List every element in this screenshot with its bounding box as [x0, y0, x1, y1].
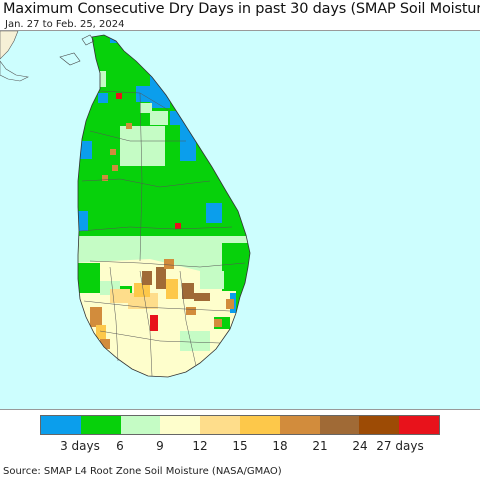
color-legend: [40, 415, 440, 435]
sri-lanka-map: [0, 31, 251, 378]
legend-swatch-2: [120, 416, 161, 434]
india-coast-outline: [0, 60, 29, 82]
source-note: Source: SMAP L4 Root Zone Soil Moisture …: [3, 466, 282, 477]
district-boundaries: [79, 90, 246, 377]
legend-tick-label: 12: [192, 439, 208, 453]
map-subtitle: Jan. 27 to Feb. 25, 2024: [5, 19, 125, 30]
legend-tick-label: 15: [232, 439, 248, 453]
legend-tick-label: 3 days: [60, 439, 100, 453]
map-panel: [0, 30, 480, 410]
legend-tick-label: 9: [156, 439, 164, 453]
island-outline: [77, 34, 251, 378]
legend-tick-label: 21: [312, 439, 328, 453]
legend-tick-label: 18: [272, 439, 288, 453]
legend-swatch-1: [80, 416, 121, 434]
legend-tick-label: 24: [352, 439, 368, 453]
legend-swatch-3: [160, 416, 201, 434]
legend-swatch-9: [399, 416, 439, 434]
dry-days-raster: [78, 35, 250, 351]
legend-swatch-5: [239, 416, 280, 434]
legend-swatch-7: [319, 416, 360, 434]
legend-tick-label: 27 days: [376, 439, 424, 453]
legend-tick-label: 6: [116, 439, 124, 453]
legend-swatch-4: [200, 416, 240, 434]
legend-swatch-8: [359, 416, 400, 434]
india-coast: [0, 31, 19, 60]
jaffna-islands: [59, 52, 81, 66]
map-title: Maximum Consecutive Dry Days in past 30 …: [3, 1, 480, 17]
jaffna-islet: [81, 34, 95, 46]
legend-swatch-6: [279, 416, 320, 434]
legend-swatch-0: [41, 416, 81, 434]
